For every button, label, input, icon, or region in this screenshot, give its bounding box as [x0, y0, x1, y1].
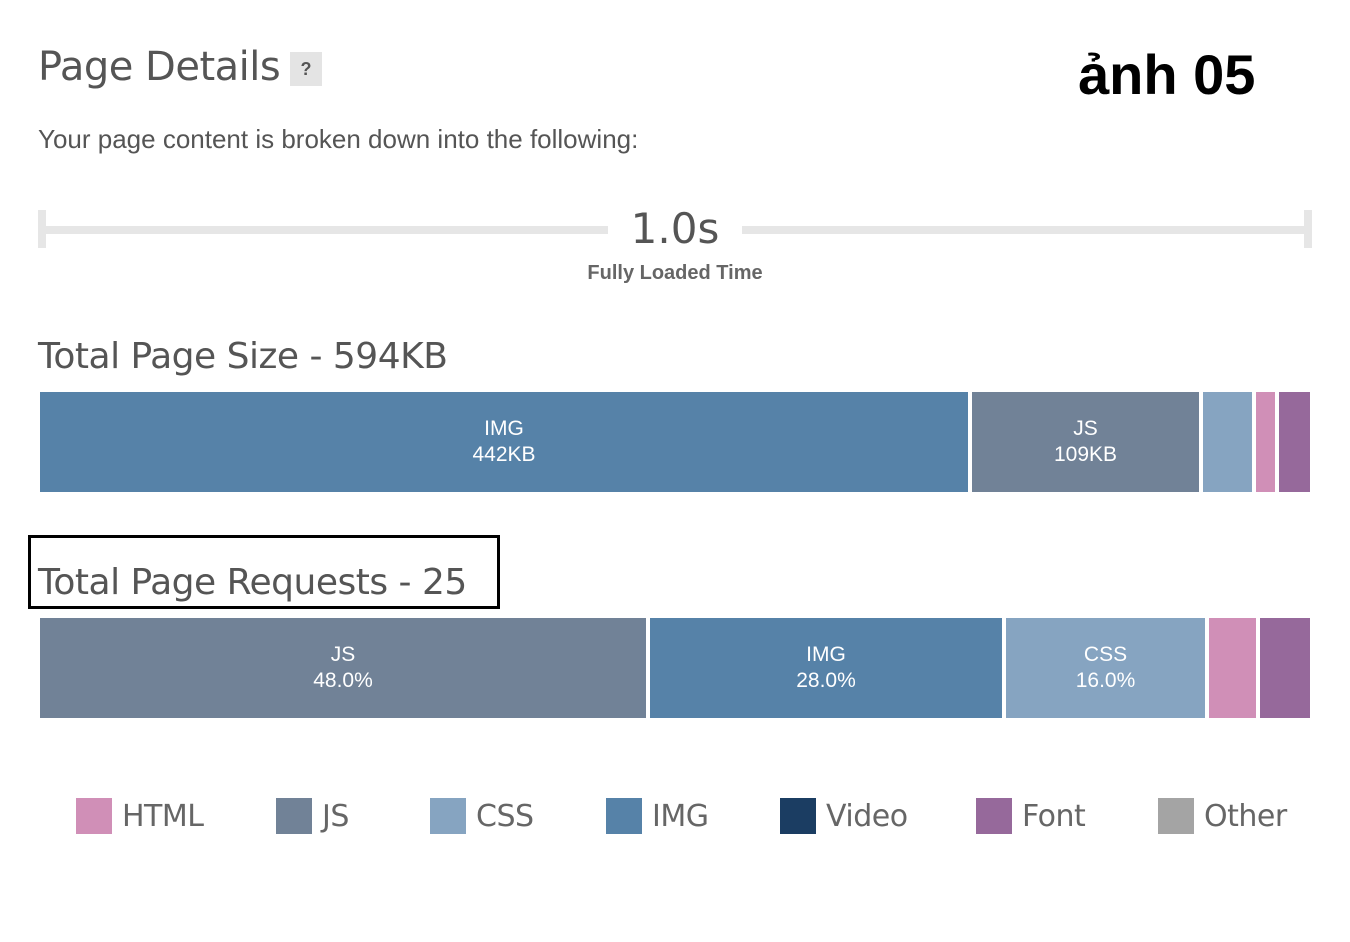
segment-img[interactable]: IMG 28.0%: [650, 618, 1002, 718]
legend-swatch: [780, 798, 816, 834]
legend-label: Font: [1022, 798, 1086, 834]
segment-html[interactable]: [1209, 618, 1256, 718]
legend-label: CSS: [476, 798, 534, 834]
legend-swatch: [606, 798, 642, 834]
segment-type-label: JS: [1073, 417, 1098, 440]
legend-item-img: IMG: [606, 798, 709, 834]
segment-img[interactable]: IMG 442KB: [40, 392, 968, 492]
timeline-end-cap: [1304, 210, 1312, 248]
timeline-left-line: [38, 226, 608, 234]
segment-type-label: IMG: [806, 643, 846, 666]
legend-label: Video: [826, 798, 908, 834]
fully-loaded-time-label: Fully Loaded Time: [587, 262, 763, 284]
segment-type-label: JS: [330, 643, 356, 666]
segment-value-label: 109KB: [1053, 443, 1118, 466]
segment-value-label: 48.0%: [313, 669, 373, 692]
total-page-size-title: Total Page Size - 594KB: [38, 336, 448, 377]
legend-swatch: [276, 798, 312, 834]
legend-label: IMG: [652, 798, 709, 834]
help-button[interactable]: ?: [290, 52, 322, 86]
timeline-right-line: [742, 226, 1312, 234]
page-title: Page Details: [38, 44, 281, 90]
legend-swatch: [430, 798, 466, 834]
legend-item-html: HTML: [76, 798, 204, 834]
segment-type-label: IMG: [484, 417, 524, 440]
page-size-breakdown-bar: IMG 442KB JS 109KB: [40, 392, 1310, 492]
fully-loaded-time-value: 1.0s: [630, 204, 720, 253]
legend-item-js: JS: [276, 798, 349, 834]
segment-type-label: CSS: [1083, 643, 1128, 666]
legend-label: Other: [1204, 798, 1287, 834]
legend-swatch: [76, 798, 112, 834]
legend-label: HTML: [122, 798, 204, 834]
segment-value-label: 16.0%: [1075, 669, 1136, 692]
total-page-requests-title: Total Page Requests - 25: [38, 562, 467, 603]
segment-font[interactable]: [1260, 618, 1310, 718]
legend-item-css: CSS: [430, 798, 534, 834]
page-requests-breakdown-bar: JS 48.0% IMG 28.0% CSS 16.0%: [40, 618, 1310, 718]
segment-js[interactable]: JS 109KB: [972, 392, 1199, 492]
image-label-stamp: ảnh 05: [1078, 43, 1256, 106]
segment-value-label: 442KB: [472, 443, 536, 466]
legend-item-font: Font: [976, 798, 1086, 834]
segment-font[interactable]: [1279, 392, 1310, 492]
segment-css[interactable]: CSS 16.0%: [1006, 618, 1205, 718]
page-subtitle: Your page content is broken down into th…: [38, 124, 639, 154]
legend-swatch: [1158, 798, 1194, 834]
segment-js[interactable]: JS 48.0%: [40, 618, 646, 718]
segment-value-label: 28.0%: [796, 669, 856, 692]
legend-label: JS: [322, 798, 349, 834]
legend-item-video: Video: [780, 798, 908, 834]
legend-item-other: Other: [1158, 798, 1287, 834]
segment-html[interactable]: [1256, 392, 1275, 492]
highlight-box: [28, 535, 500, 609]
legend-swatch: [976, 798, 1012, 834]
segment-css[interactable]: [1203, 392, 1252, 492]
